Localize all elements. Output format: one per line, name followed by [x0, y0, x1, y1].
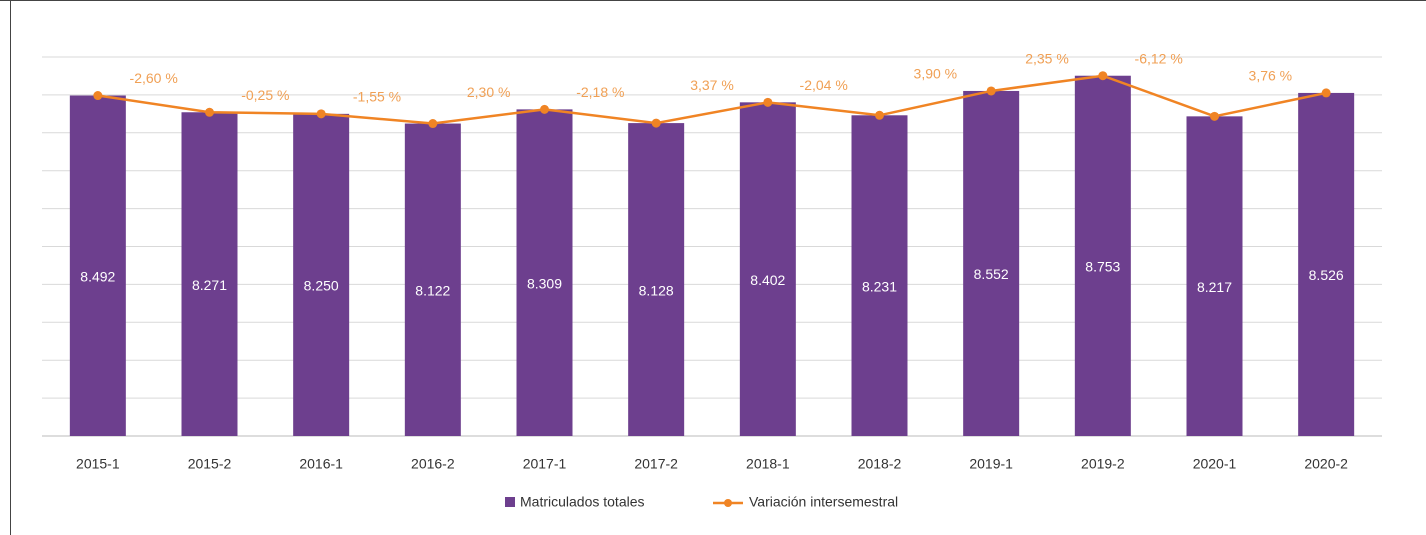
x-tick-label: 2018-2 — [858, 456, 902, 472]
variation-label: 3,37 % — [690, 77, 734, 93]
bar-label: 8.122 — [415, 282, 450, 298]
bar — [516, 109, 573, 436]
bar-label: 8.217 — [1197, 279, 1232, 295]
x-tick-label: 2016-1 — [299, 456, 343, 472]
variation-label: -0,25 % — [241, 87, 289, 103]
line-marker — [205, 107, 214, 117]
x-tick-label: 2015-1 — [76, 456, 120, 472]
line-marker — [986, 86, 996, 96]
x-tick-label: 2019-1 — [969, 456, 1013, 472]
bar-label: 8.552 — [974, 266, 1009, 282]
x-tick-label: 2018-1 — [746, 456, 790, 472]
bar-label: 8.231 — [862, 278, 897, 294]
variation-label: 3,76 % — [1249, 68, 1293, 84]
bar — [628, 123, 685, 437]
variation-label: 3,90 % — [914, 66, 958, 82]
bar-label: 8.250 — [304, 278, 339, 294]
variation-label: -6,12 % — [1135, 50, 1183, 66]
bar — [404, 123, 461, 436]
bar — [69, 95, 126, 436]
line-marker — [875, 110, 884, 120]
bar-label: 8.526 — [1309, 267, 1344, 283]
line-marker — [93, 91, 103, 101]
legend-label: Matriculados totales — [520, 494, 645, 510]
bar — [851, 115, 908, 437]
bar-label: 8.753 — [1085, 259, 1120, 275]
bar — [181, 112, 238, 436]
x-tick-label: 2019-2 — [1081, 456, 1125, 472]
bar-label: 8.128 — [639, 282, 674, 298]
variation-label: 2,35 % — [1025, 50, 1069, 66]
legend-label: Variación intersemestral — [749, 494, 898, 510]
line-marker — [1098, 71, 1108, 81]
bar-label: 8.402 — [750, 272, 785, 288]
variation-label: -1,55 % — [353, 89, 401, 105]
variation-line — [97, 74, 1327, 125]
bar-label: 8.492 — [80, 268, 115, 284]
x-tick-label: 2015-2 — [188, 456, 232, 472]
x-tick-label: 2016-2 — [411, 456, 455, 472]
variation-label: 2,30 % — [467, 84, 511, 100]
x-tick-label: 2020-2 — [1304, 456, 1348, 472]
line-marker — [1321, 88, 1331, 98]
bar — [739, 102, 796, 436]
bar — [293, 113, 350, 436]
line-marker — [316, 109, 326, 119]
bar-label: 8.309 — [527, 275, 562, 291]
bar — [963, 90, 1020, 436]
line-marker — [651, 118, 661, 128]
bar-label: 8.271 — [192, 277, 227, 293]
x-tick-label: 2020-1 — [1193, 456, 1237, 472]
variation-label: -2,60 % — [130, 70, 178, 86]
line-marker — [763, 97, 773, 107]
x-tick-label: 2017-1 — [523, 456, 567, 472]
line-marker — [428, 119, 438, 129]
bar — [1074, 75, 1131, 437]
variation-label: -2,18 % — [576, 84, 624, 100]
legend-swatch — [505, 497, 515, 507]
line-marker — [1210, 111, 1219, 121]
bar — [1298, 92, 1355, 436]
legend-marker — [724, 499, 732, 507]
line-marker — [540, 104, 549, 114]
bar — [1186, 116, 1243, 436]
variation-label: -2,04 % — [800, 77, 848, 93]
x-tick-label: 2017-2 — [634, 456, 678, 472]
